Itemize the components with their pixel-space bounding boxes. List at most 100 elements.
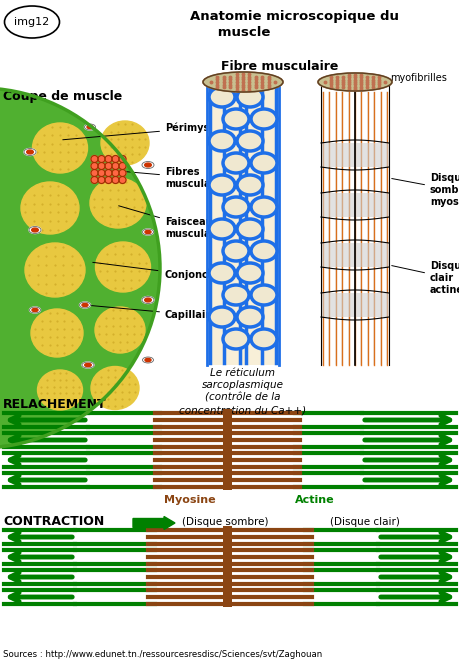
FancyBboxPatch shape [320,82,388,365]
Ellipse shape [236,307,263,327]
Text: Périmysium: Périmysium [62,123,229,140]
Ellipse shape [223,197,248,217]
FancyBboxPatch shape [223,566,231,573]
Ellipse shape [82,304,88,307]
Ellipse shape [236,87,263,107]
Ellipse shape [208,307,235,327]
Text: Sources : http://www.edunet.tn./ressourcesresdisc/Sciences/svt/Zaghouan: Sources : http://www.edunet.tn./ressourc… [3,650,322,659]
Ellipse shape [91,366,139,409]
Circle shape [91,170,98,176]
Circle shape [105,156,112,162]
Ellipse shape [145,298,151,302]
Circle shape [91,176,98,183]
Ellipse shape [236,175,263,195]
Circle shape [112,176,119,183]
Ellipse shape [223,329,248,349]
FancyBboxPatch shape [223,429,231,436]
Text: Myosine: Myosine [164,495,215,505]
Ellipse shape [87,125,93,129]
Ellipse shape [29,307,40,313]
Text: myofibrilles: myofibrilles [389,73,446,83]
Text: Capillaires: Capillaires [88,306,223,320]
Ellipse shape [251,153,276,173]
Text: img12: img12 [14,17,50,27]
Text: Actine: Actine [295,495,334,505]
Text: Coupe de muscle: Coupe de muscle [3,90,122,103]
Ellipse shape [95,242,150,292]
Text: Fibre musculaire: Fibre musculaire [221,60,338,73]
FancyBboxPatch shape [320,193,388,217]
Ellipse shape [24,148,36,156]
Text: RELACHEMENT: RELACHEMENT [3,398,106,411]
Ellipse shape [208,87,235,107]
Ellipse shape [236,131,263,151]
FancyBboxPatch shape [223,436,231,443]
FancyBboxPatch shape [223,553,231,560]
Text: Disque
clair
actine: Disque clair actine [391,261,459,294]
Ellipse shape [251,241,276,261]
FancyBboxPatch shape [223,546,231,553]
FancyBboxPatch shape [223,586,231,593]
Text: (Disque clair): (Disque clair) [329,517,399,527]
Circle shape [112,162,119,170]
Ellipse shape [33,123,87,173]
Ellipse shape [236,219,263,239]
Ellipse shape [223,109,248,129]
Circle shape [98,156,105,162]
FancyBboxPatch shape [223,456,231,463]
Ellipse shape [142,357,153,363]
Ellipse shape [101,121,149,165]
Ellipse shape [317,73,391,91]
FancyBboxPatch shape [223,540,231,547]
Ellipse shape [145,163,151,167]
Circle shape [112,156,119,162]
Text: (Disque sombre): (Disque sombre) [182,517,268,527]
Ellipse shape [27,150,33,154]
Ellipse shape [90,178,146,228]
FancyBboxPatch shape [320,243,388,267]
FancyBboxPatch shape [223,469,231,476]
FancyBboxPatch shape [223,416,231,423]
Text: CONTRACTION: CONTRACTION [3,515,104,528]
Ellipse shape [82,362,94,368]
FancyBboxPatch shape [223,449,231,456]
Ellipse shape [29,226,41,234]
FancyBboxPatch shape [223,443,231,450]
FancyBboxPatch shape [223,600,231,607]
Ellipse shape [208,219,235,239]
FancyBboxPatch shape [223,533,231,540]
FancyBboxPatch shape [207,82,279,365]
Circle shape [91,156,98,162]
Ellipse shape [208,131,235,151]
Ellipse shape [142,162,154,168]
Ellipse shape [208,175,235,195]
Ellipse shape [31,309,83,357]
FancyBboxPatch shape [223,580,231,587]
FancyBboxPatch shape [223,483,231,490]
FancyArrow shape [133,517,174,529]
FancyBboxPatch shape [223,560,231,567]
Circle shape [105,170,112,176]
Ellipse shape [142,296,154,304]
Circle shape [105,176,112,183]
Ellipse shape [84,364,91,367]
Ellipse shape [208,263,235,283]
Circle shape [119,170,126,176]
Text: Le réticulum
sarcoplasmique
(contrôle de la
concentration du Ca++): Le réticulum sarcoplasmique (contrôle de… [179,368,306,415]
Text: Conjonctif: Conjonctif [93,262,221,280]
Text: Faisceau
musculaire: Faisceau musculaire [118,206,225,239]
Ellipse shape [251,285,276,305]
Circle shape [98,176,105,183]
Circle shape [119,162,126,170]
Ellipse shape [142,229,153,235]
Ellipse shape [32,308,38,312]
Text: Disque
sombre
myosine: Disque sombre myosine [391,174,459,207]
FancyBboxPatch shape [223,463,231,470]
Ellipse shape [84,124,95,130]
FancyBboxPatch shape [223,593,231,600]
Circle shape [112,170,119,176]
FancyBboxPatch shape [223,409,231,416]
FancyBboxPatch shape [223,526,231,533]
FancyBboxPatch shape [320,293,388,317]
Ellipse shape [32,228,38,232]
